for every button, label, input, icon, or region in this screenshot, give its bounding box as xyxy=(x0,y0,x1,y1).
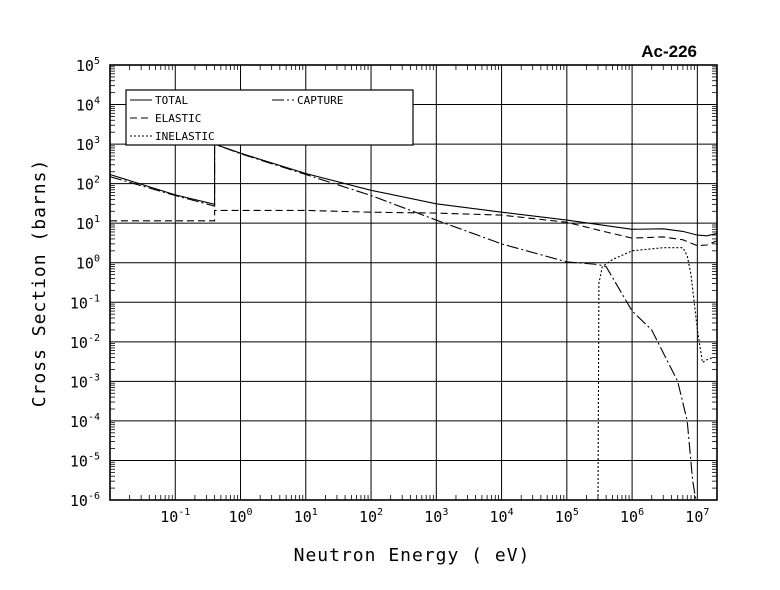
plot-frame xyxy=(109,64,718,501)
x-tick-label: 105 xyxy=(555,507,579,526)
x-tick-label: 106 xyxy=(620,507,644,526)
y-tick-label: 10-3 xyxy=(70,372,100,391)
y-tick-label: 10-5 xyxy=(70,451,100,470)
legend: TOTAL ELASTIC INELASTIC CAPTURE xyxy=(125,89,414,146)
y-tick-label: 103 xyxy=(76,135,100,154)
chart-title: Ac-226 xyxy=(641,42,697,61)
y-axis-label: Cross Section (barns) xyxy=(29,159,50,408)
x-tick-label: 100 xyxy=(228,507,252,526)
x-tick-label: 104 xyxy=(490,507,514,526)
legend-label-inelastic: INELASTIC xyxy=(155,130,215,143)
y-tick-label: 10-2 xyxy=(70,333,100,352)
series-capture-line xyxy=(109,143,697,501)
series-total-line xyxy=(109,143,718,237)
legend-label-total: TOTAL xyxy=(155,94,188,107)
x-tick-label: 103 xyxy=(424,507,448,526)
x-tick-label: 101 xyxy=(294,507,318,526)
x-tick-label: 102 xyxy=(359,507,383,526)
legend-label-capture: CAPTURE xyxy=(297,94,343,107)
x-tick-label: 107 xyxy=(685,507,709,526)
legend-label-elastic: ELASTIC xyxy=(155,112,201,125)
x-tick-label: 10-1 xyxy=(160,507,190,526)
y-tick-label: 102 xyxy=(76,175,100,194)
y-tick-label: 100 xyxy=(76,254,100,273)
legend-box xyxy=(125,89,414,146)
y-tick-label: 10-1 xyxy=(70,293,100,312)
y-tick-label: 104 xyxy=(76,96,100,115)
y-tick-label: 105 xyxy=(76,56,100,75)
x-tick-labels: 10-1 100 101 102 103 104 105 106 107 xyxy=(160,507,709,526)
y-tick-label: 10-6 xyxy=(70,491,100,510)
x-axis-label: Neutron Energy ( eV) xyxy=(294,545,531,566)
series-inelastic-line xyxy=(597,247,713,501)
y-tick-label: 10-4 xyxy=(70,412,100,431)
y-tick-labels: 105 104 103 102 101 100 10-1 10-2 10-3 10-4 10-5 10… xyxy=(70,56,100,510)
series-lines xyxy=(109,143,718,501)
series-elastic-line xyxy=(110,209,718,247)
y-tick-label: 101 xyxy=(76,214,100,233)
